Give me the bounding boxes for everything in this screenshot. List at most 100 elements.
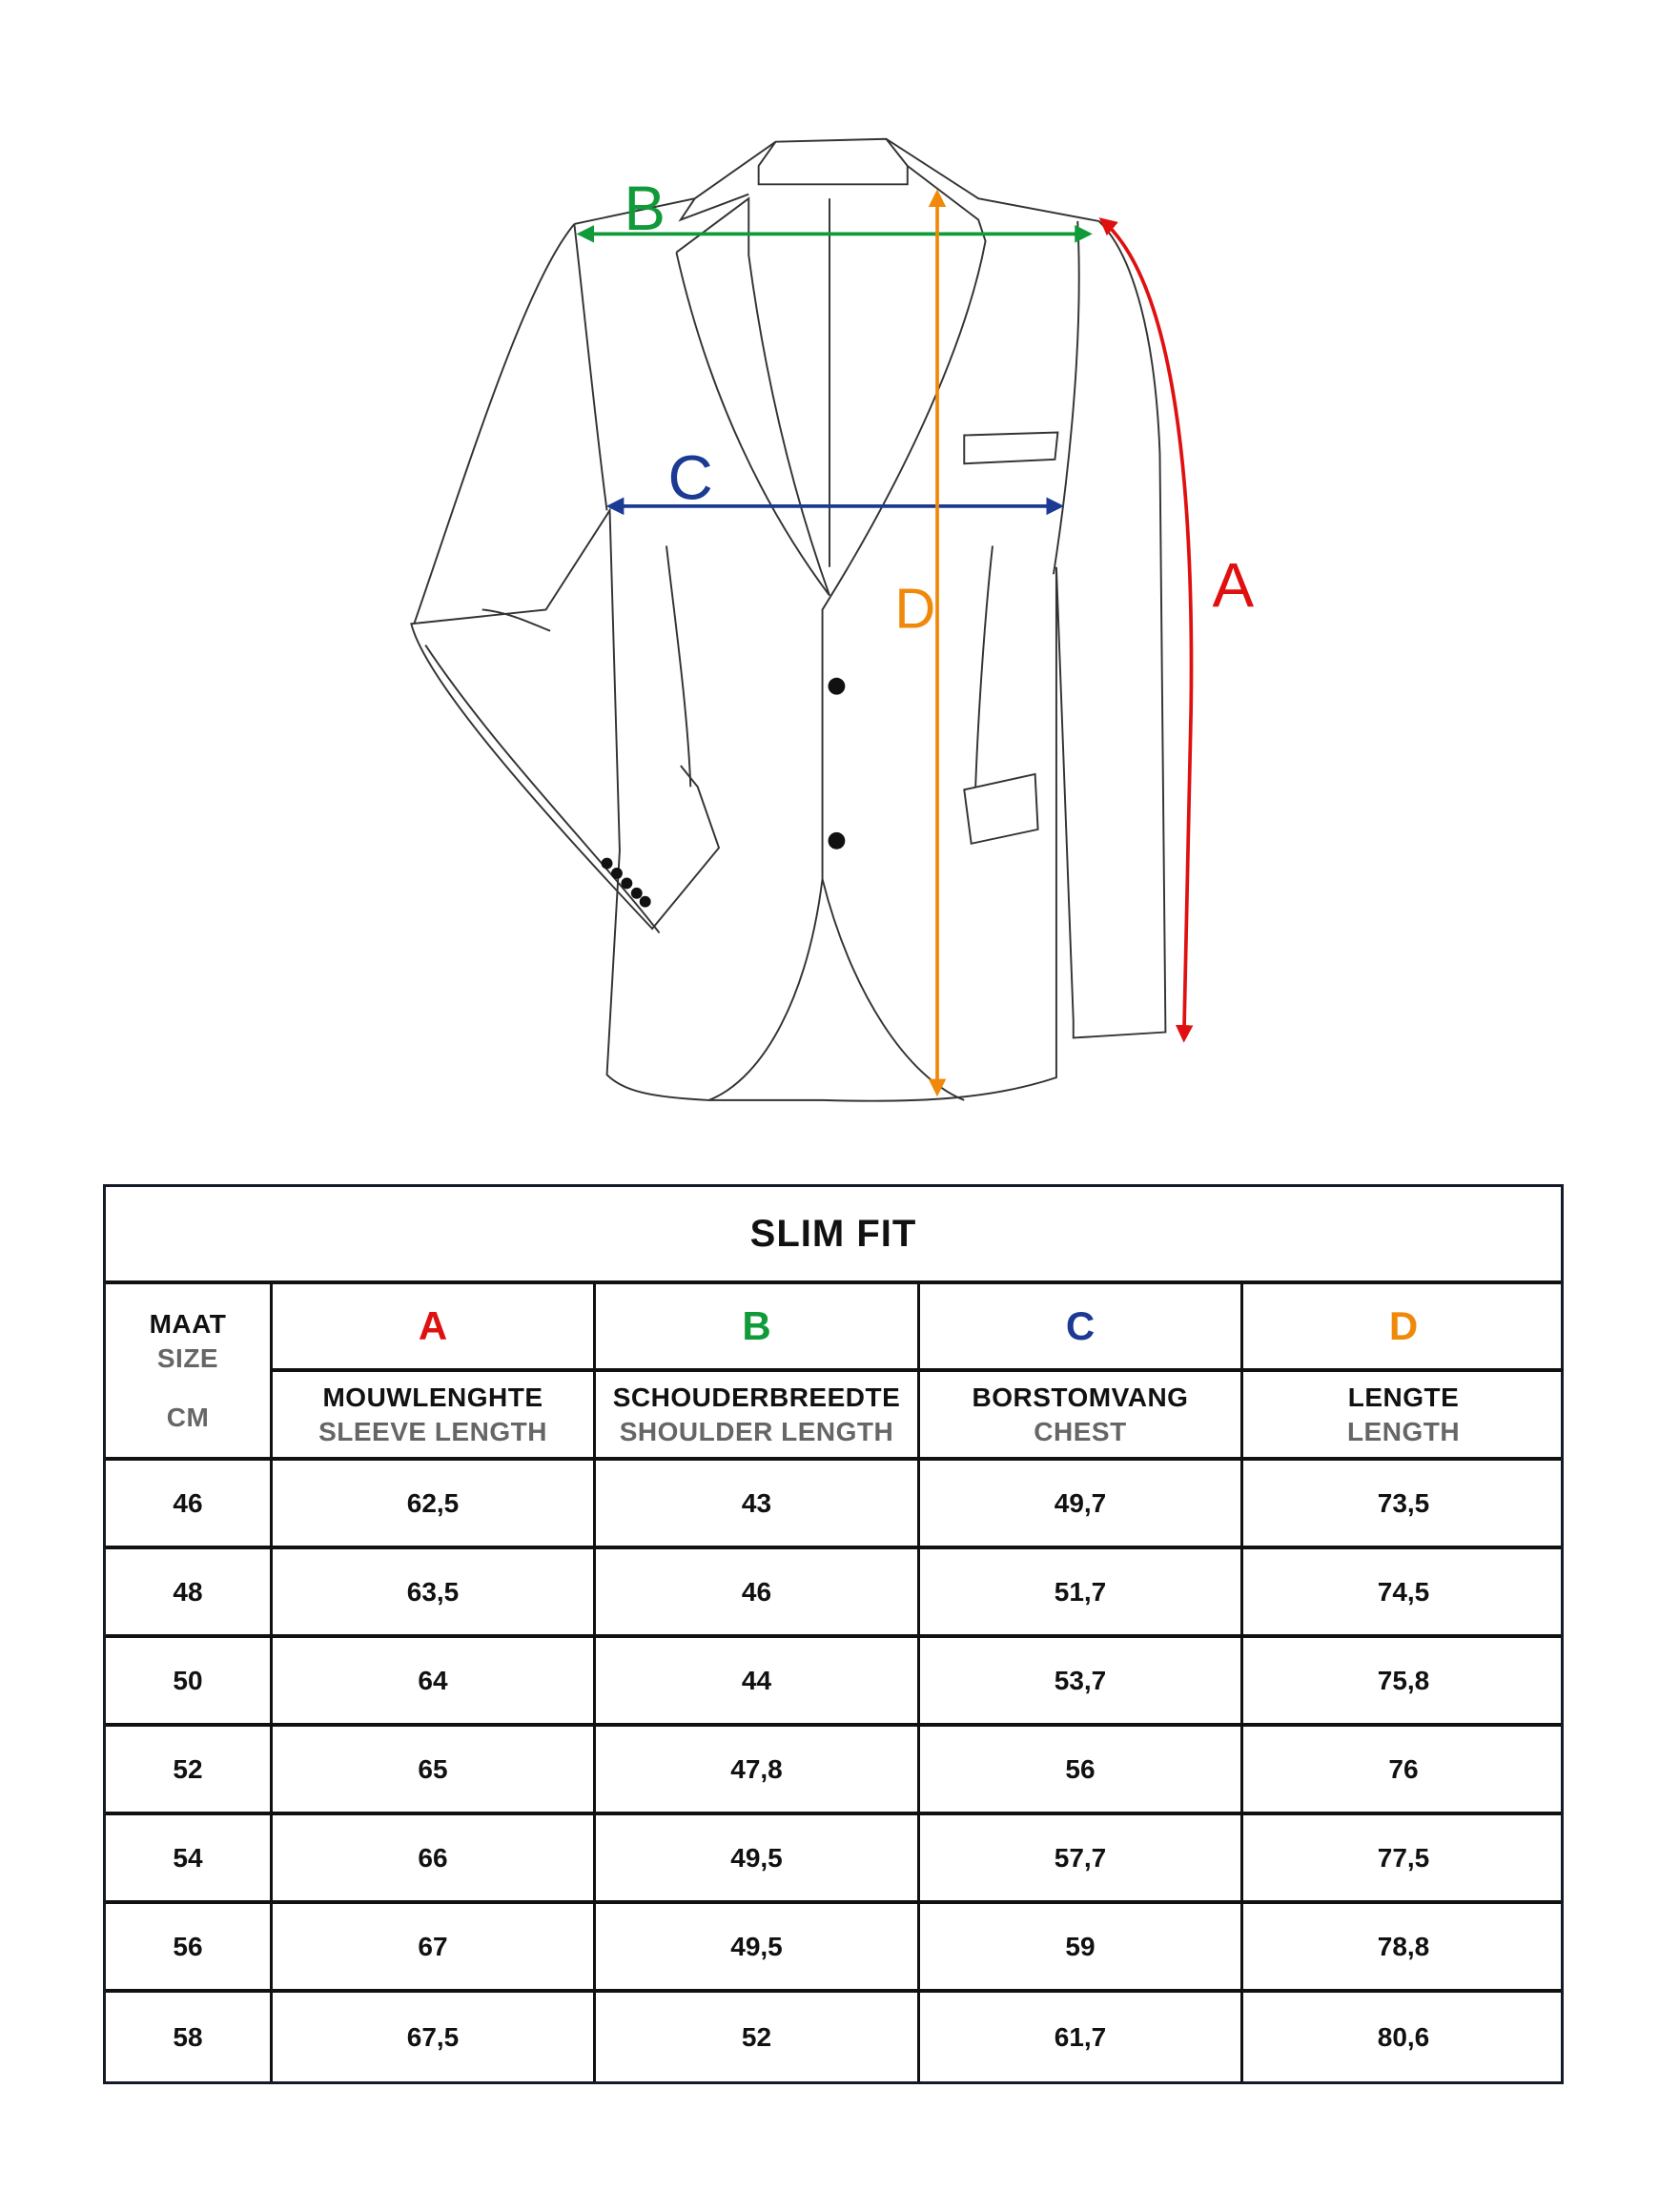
table-row: 56 67 49,5 59 78,8 [106, 1904, 1561, 1993]
measurement-cell: 80,6 [1240, 1993, 1564, 2081]
cell-value: 56 [173, 1931, 203, 1961]
column-letter-b: B [593, 1284, 917, 1372]
cell-value: 62,5 [406, 1487, 460, 1518]
size-cell: 48 [106, 1549, 270, 1634]
cell-value: 44 [741, 1665, 772, 1695]
size-table: SLIM FIT MAAT SIZE CM A MOUWLENGHTE SLEEVE… [103, 1184, 1564, 2084]
measurement-cell: 77,5 [1240, 1815, 1564, 1900]
cell-value: 49,7 [1054, 1487, 1107, 1518]
measurement-cell: 76 [1240, 1727, 1564, 1812]
label-c: C [667, 442, 712, 512]
table-header-row: MAAT SIZE CM A MOUWLENGHTE SLEEVE LENGTH B S… [106, 1284, 1564, 1461]
cell-value: 51,7 [1054, 1576, 1107, 1607]
cell-value: 61,7 [1054, 2021, 1107, 2052]
table-row: 46 62,5 43 49,7 73,5 [106, 1461, 1561, 1549]
cell-value: 64 [418, 1665, 448, 1695]
column-name-en: LENGTH [1346, 1416, 1461, 1446]
column-letter: A [418, 1303, 448, 1348]
cell-value: 77,5 [1377, 1842, 1430, 1873]
jacket-measurement-diagram: B C D A [410, 137, 1254, 1102]
cell-value: 58 [173, 2021, 203, 2052]
column-letter: B [742, 1303, 771, 1348]
measurement-cell: 46 [593, 1549, 917, 1634]
table-row: 50 64 44 53,7 75,8 [106, 1638, 1561, 1727]
column-name-en: CHEST [1034, 1416, 1127, 1446]
column-letter-c: C [917, 1284, 1240, 1372]
label-d: D [894, 577, 935, 641]
size-cell: 58 [106, 1993, 270, 2081]
jacket-outline [410, 137, 1167, 1102]
cell-value: 53,7 [1054, 1665, 1107, 1695]
cell-value: 52 [173, 1753, 203, 1784]
cell-value: 47,8 [730, 1753, 783, 1784]
cell-value: 48 [173, 1576, 203, 1607]
cell-value: 56 [1065, 1753, 1096, 1784]
column-name-nl: SCHOUDERBREEDTE [612, 1382, 901, 1412]
size-cell: 52 [106, 1727, 270, 1812]
measurement-cell: 49,5 [593, 1815, 917, 1900]
size-cell: 50 [106, 1638, 270, 1723]
size-cell: 56 [106, 1904, 270, 1989]
measurement-cell: 67 [270, 1904, 593, 1989]
measurement-cell: 62,5 [270, 1461, 593, 1546]
cell-value: 43 [741, 1487, 772, 1518]
cell-value: 46 [173, 1487, 203, 1518]
column-letter-d: D [1240, 1284, 1564, 1372]
cell-value: 59 [1065, 1931, 1096, 1961]
table-title-row: SLIM FIT [106, 1187, 1561, 1284]
column-letter: C [1065, 1303, 1096, 1348]
measurement-cell: 49,5 [593, 1904, 917, 1989]
cell-value: 49,5 [730, 1842, 783, 1873]
jacket-buttons [601, 677, 846, 908]
column-header-b: SCHOUDERBREEDTE SHOULDER LENGTH [593, 1372, 917, 1457]
cell-value: 67,5 [406, 2021, 460, 2052]
cell-value: 78,8 [1377, 1931, 1430, 1961]
table-title: SLIM FIT [749, 1212, 917, 1255]
cell-value: 65 [418, 1753, 448, 1784]
cell-value: 54 [173, 1842, 203, 1873]
measurement-cell: 64 [270, 1638, 593, 1723]
measurement-cell: 61,7 [917, 1993, 1240, 2081]
size-header-unit: CM [166, 1402, 210, 1432]
measurement-cell: 75,8 [1240, 1638, 1564, 1723]
cell-value: 46 [741, 1576, 772, 1607]
measurement-cell: 49,7 [917, 1461, 1240, 1546]
cell-value: 63,5 [406, 1576, 460, 1607]
cell-value: 66 [418, 1842, 448, 1873]
cell-value: 75,8 [1377, 1665, 1430, 1695]
cell-value: 50 [173, 1665, 203, 1695]
size-header-en: SIZE [156, 1342, 219, 1373]
table-row: 52 65 47,8 56 76 [106, 1727, 1561, 1815]
measurement-cell: 73,5 [1240, 1461, 1564, 1546]
table-row: 54 66 49,5 57,7 77,5 [106, 1815, 1561, 1904]
measurement-cell: 51,7 [917, 1549, 1240, 1634]
table-row: 58 67,5 52 61,7 80,6 [106, 1993, 1561, 2081]
measurement-cell: 56 [917, 1727, 1240, 1812]
measurement-cell: 74,5 [1240, 1549, 1564, 1634]
column-letter: D [1388, 1303, 1419, 1348]
size-header: MAAT SIZE CM [106, 1284, 270, 1457]
cell-value: 57,7 [1054, 1842, 1107, 1873]
measurement-cell: 78,8 [1240, 1904, 1564, 1989]
size-cell: 46 [106, 1461, 270, 1546]
column-header-d: LENGTE LENGTH [1240, 1372, 1564, 1457]
size-header-nl: MAAT [149, 1308, 227, 1339]
table-row: 48 63,5 46 51,7 74,5 [106, 1549, 1561, 1638]
cell-value: 52 [741, 2021, 772, 2052]
column-header-c: BORSTOMVANG CHEST [917, 1372, 1240, 1457]
cell-value: 74,5 [1377, 1576, 1430, 1607]
measurement-cell: 52 [593, 1993, 917, 2081]
measurement-cell: 67,5 [270, 1993, 593, 2081]
cell-value: 73,5 [1377, 1487, 1430, 1518]
measurement-cell: 63,5 [270, 1549, 593, 1634]
column-name-nl: MOUWLENGHTE [322, 1382, 543, 1412]
column-name-nl: BORSTOMVANG [972, 1382, 1189, 1412]
column-name-en: SHOULDER LENGTH [619, 1416, 894, 1446]
label-a: A [1212, 550, 1254, 620]
arrow-a-sleeve [1098, 217, 1194, 1043]
cell-value: 80,6 [1377, 2021, 1430, 2052]
column-name-nl: LENGTE [1347, 1382, 1460, 1412]
column-letter-a: A [270, 1284, 593, 1372]
measurement-cell: 66 [270, 1815, 593, 1900]
measurement-cell: 47,8 [593, 1727, 917, 1812]
